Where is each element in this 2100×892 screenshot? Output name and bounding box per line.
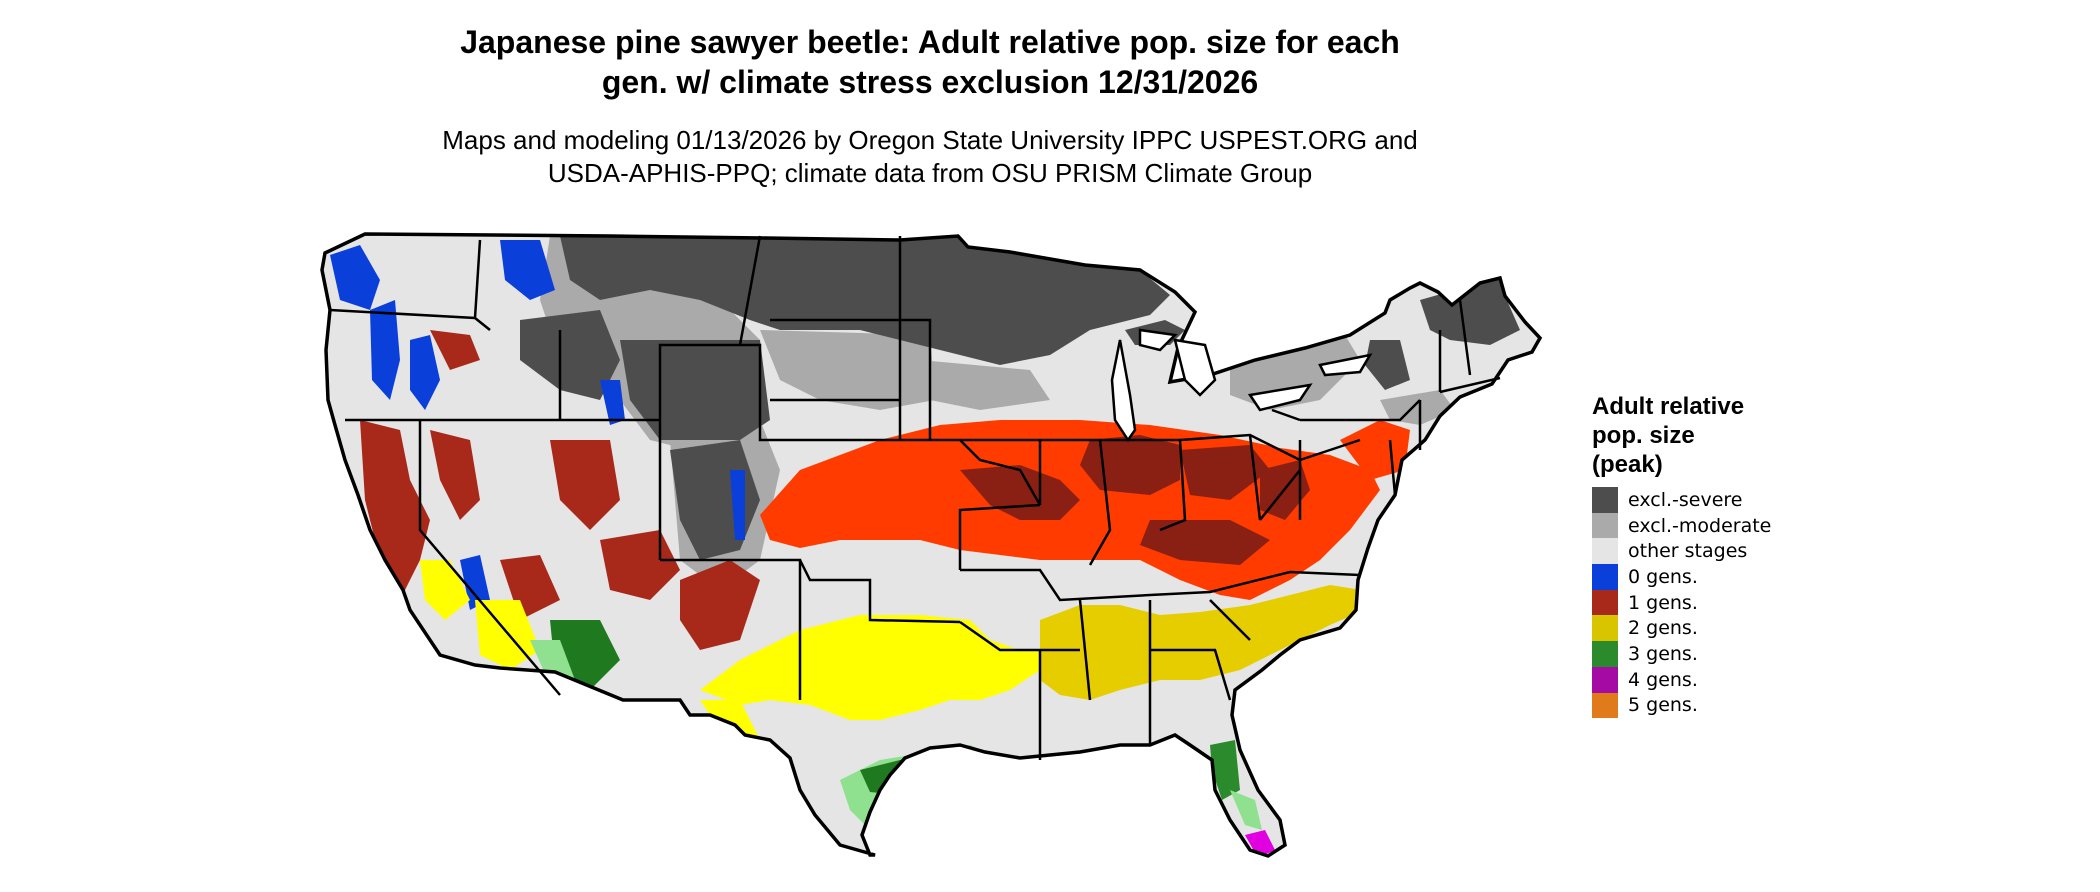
legend-swatch bbox=[1592, 538, 1618, 565]
legend-item: 0 gens. bbox=[1592, 564, 1771, 590]
legend-swatch bbox=[1592, 487, 1618, 513]
gen0-zones bbox=[330, 240, 745, 610]
legend-label: 3 gens. bbox=[1628, 642, 1698, 665]
map-subtitle: Maps and modeling 01/13/2026 by Oregon S… bbox=[330, 124, 1530, 190]
legend-label: other stages bbox=[1628, 540, 1748, 563]
state-borders bbox=[320, 232, 1543, 858]
map-title: Japanese pine sawyer beetle: Adult relat… bbox=[330, 22, 1530, 102]
legend-swatch bbox=[1592, 666, 1618, 693]
legend-item: 4 gens. bbox=[1592, 666, 1771, 693]
legend-item: 5 gens. bbox=[1592, 692, 1771, 719]
gen4-zone bbox=[1245, 830, 1275, 856]
legend-swatch bbox=[1592, 692, 1618, 719]
legend-items: excl.-severe excl.-moderate other stages 0 … bbox=[1592, 487, 1772, 719]
map-title-line-2: gen. w/ climate stress exclusion 12/31/2… bbox=[601, 64, 1259, 100]
legend-item: excl.-severe bbox=[1592, 487, 1771, 513]
legend-title-line-2: pop. size bbox=[1592, 422, 1695, 449]
legend-item: excl.-moderate bbox=[1592, 512, 1772, 539]
legend-swatch bbox=[1592, 615, 1618, 642]
map-subtitle-line-1: Maps and modeling 01/13/2026 by Oregon S… bbox=[442, 125, 1418, 155]
map-subtitle-line-2: USDA-APHIS-PPQ; climate data from OSU PR… bbox=[547, 158, 1313, 188]
legend-swatch bbox=[1592, 589, 1618, 616]
legend-item: 1 gens. bbox=[1592, 589, 1771, 616]
map-title-line-1: Japanese pine sawyer beetle: Adult relat… bbox=[460, 24, 1400, 60]
legend-label: 0 gens. bbox=[1628, 565, 1698, 588]
legend-swatch bbox=[1592, 564, 1618, 590]
legend-label: 2 gens. bbox=[1628, 617, 1698, 640]
legend-label: 4 gens. bbox=[1628, 668, 1698, 691]
legend-label: excl.-severe bbox=[1628, 488, 1743, 511]
legend-title: Adult relative pop. size (peak) bbox=[1592, 392, 1771, 479]
map-fill-layers bbox=[322, 234, 1540, 856]
map-legend: Adult relative pop. size (peak) excl.-se… bbox=[1592, 392, 1772, 719]
legend-item: 3 gens. bbox=[1592, 641, 1771, 667]
legend-item: other stages bbox=[1592, 538, 1771, 565]
legend-label: 1 gens. bbox=[1628, 591, 1698, 614]
gen1-zones bbox=[360, 330, 1410, 650]
legend-item: 2 gens. bbox=[1592, 615, 1771, 642]
legend-label: 5 gens. bbox=[1628, 694, 1698, 717]
legend-title-line-3: (peak) bbox=[1592, 451, 1663, 478]
legend-swatch bbox=[1592, 512, 1618, 539]
legend-swatch bbox=[1592, 641, 1618, 667]
legend-title-line-1: Adult relative bbox=[1592, 393, 1745, 420]
legend-label: excl.-moderate bbox=[1628, 514, 1772, 537]
